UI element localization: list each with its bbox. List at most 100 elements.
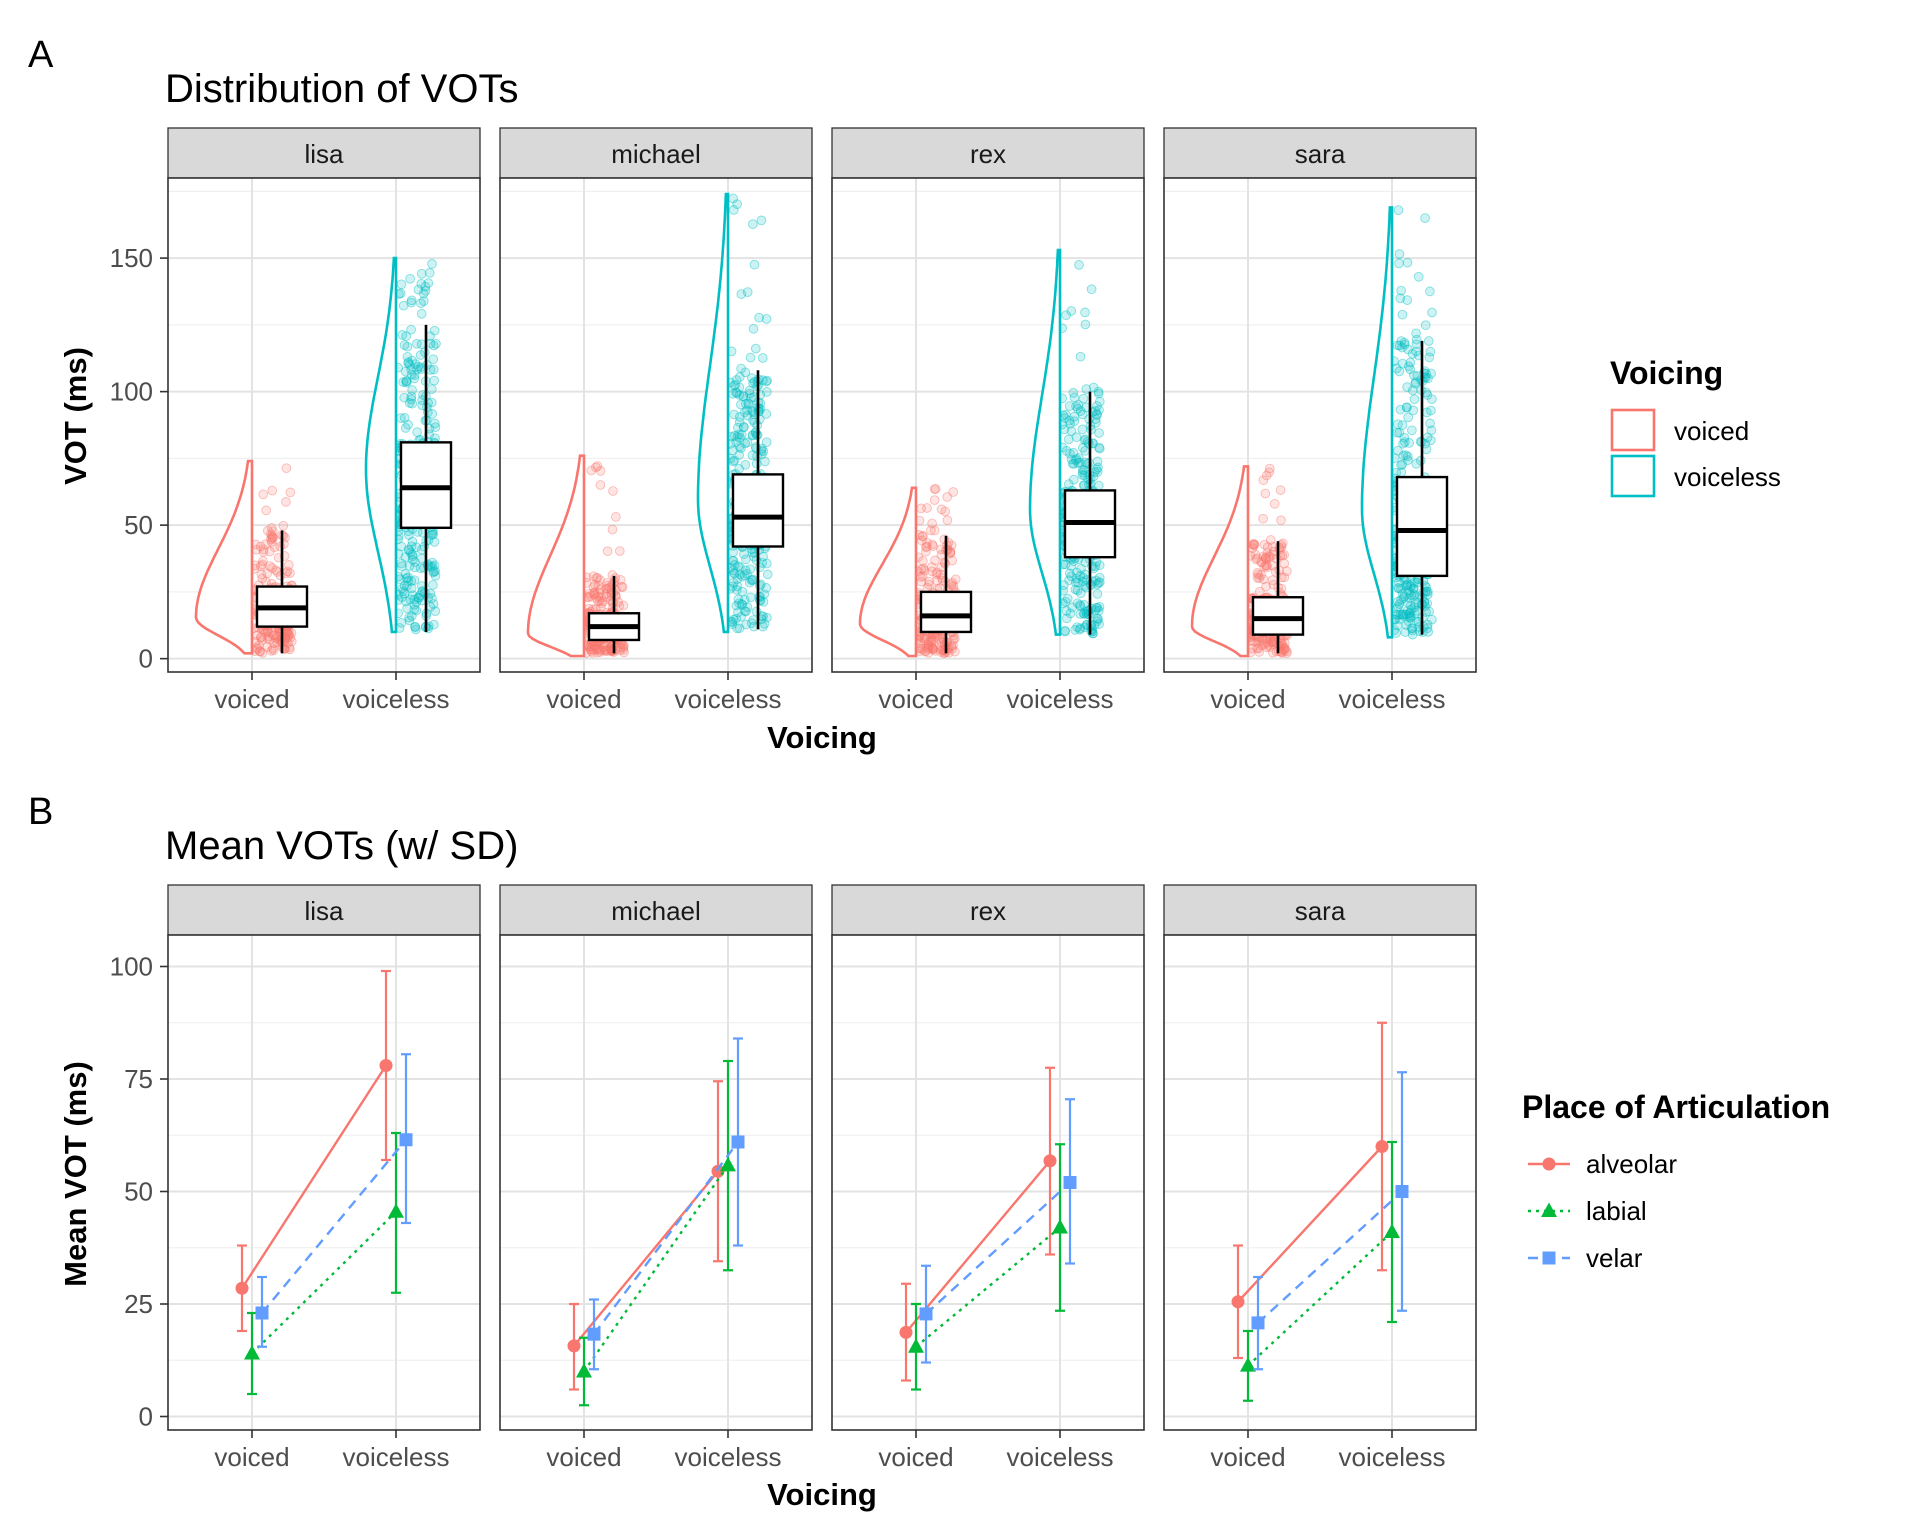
data-point [415,590,425,601]
data-point [1424,606,1434,617]
data-point [748,219,758,229]
data-point [1260,553,1271,564]
data-point [595,645,606,656]
mean-facet-lisa-panel-bg [168,935,480,1430]
series-line [1257,1190,1403,1324]
data-point [947,555,958,566]
data-point [404,612,414,623]
data-point [731,437,742,447]
data-point [1423,587,1433,597]
data-point [1427,394,1437,404]
data-point [413,361,424,372]
data-point [270,630,280,641]
data-point [739,570,750,581]
data-point [1393,419,1403,430]
data-point [1070,625,1080,635]
data-point [1405,593,1415,604]
data-point [399,392,410,403]
data-point [1261,470,1272,481]
data-point [615,642,626,653]
data-point [1067,602,1077,613]
x-tick-label: voiceless [1007,1442,1114,1472]
facet-rex: rex voiced voiceless [831,127,1145,714]
data-point [1405,357,1416,368]
data-point [601,645,611,656]
data-point [254,640,264,651]
series-labial-rex [908,1143,1068,1391]
data-point [402,603,412,614]
series-velar-michael [587,1037,745,1371]
data-point [1071,401,1081,412]
data-point [616,581,627,592]
data-point [918,531,928,541]
box-iqr [1251,596,1305,636]
data-point [745,592,756,603]
legend-marker-velar [1542,1251,1556,1265]
data-point [1279,642,1289,653]
data-point [1259,539,1270,550]
data-point [1075,406,1086,416]
data-point [592,461,603,471]
facet-border [831,177,1145,673]
data-point [1068,388,1079,398]
data-point [732,581,743,592]
data-point [1259,638,1269,649]
data-point [916,572,926,582]
data-point [278,520,289,531]
data-point [411,597,422,607]
data-point [1069,411,1080,422]
series-alveolar-rex [899,1066,1057,1382]
data-point [1396,336,1407,346]
data-point [761,583,772,593]
data-point [732,574,743,584]
data-point [427,259,437,269]
data-point [593,596,603,606]
panel-b-legend: Place of Articulation alveolar labial velar [1522,1089,1830,1273]
data-point [403,544,414,555]
data-point [1065,418,1076,429]
data-point [921,546,931,557]
data-point [1094,560,1105,571]
data-point [736,429,747,440]
data-point [1402,451,1413,462]
x-tick-label: voiced [878,1442,953,1472]
data-point [262,568,273,579]
cloud-lisa-voiced [194,459,309,658]
data-point [599,645,610,656]
legend-title: Voicing [1610,355,1723,391]
data-point [402,581,412,592]
data-point [742,602,753,613]
data-point [1072,585,1083,596]
data-point [1249,539,1260,550]
data-point [741,398,751,409]
data-point [1266,637,1277,648]
mean-point [919,1307,933,1321]
data-point [1077,576,1088,587]
data-point [261,505,272,516]
data-point [735,569,745,580]
data-point [1403,344,1413,355]
data-point [759,618,770,629]
data-point [736,289,747,299]
data-point [429,537,440,547]
data-point [737,571,748,582]
data-point [283,632,293,643]
data-point [404,360,415,370]
data-point [1401,402,1412,413]
data-point [411,624,421,635]
data-point [1420,213,1430,223]
data-point [428,567,439,578]
data-point [1093,386,1104,397]
series-velar-rex [919,1098,1077,1364]
data-point [1071,432,1082,443]
panel-a-x-axis-label: Voicing [767,720,877,755]
data-point [602,546,613,557]
data-point [430,422,441,433]
data-point [734,623,745,634]
data-point [729,380,739,391]
facet-border [1163,934,1477,1431]
data-point [412,427,422,437]
data-point [404,398,415,408]
data-point [1090,561,1101,572]
data-point [1077,409,1088,420]
